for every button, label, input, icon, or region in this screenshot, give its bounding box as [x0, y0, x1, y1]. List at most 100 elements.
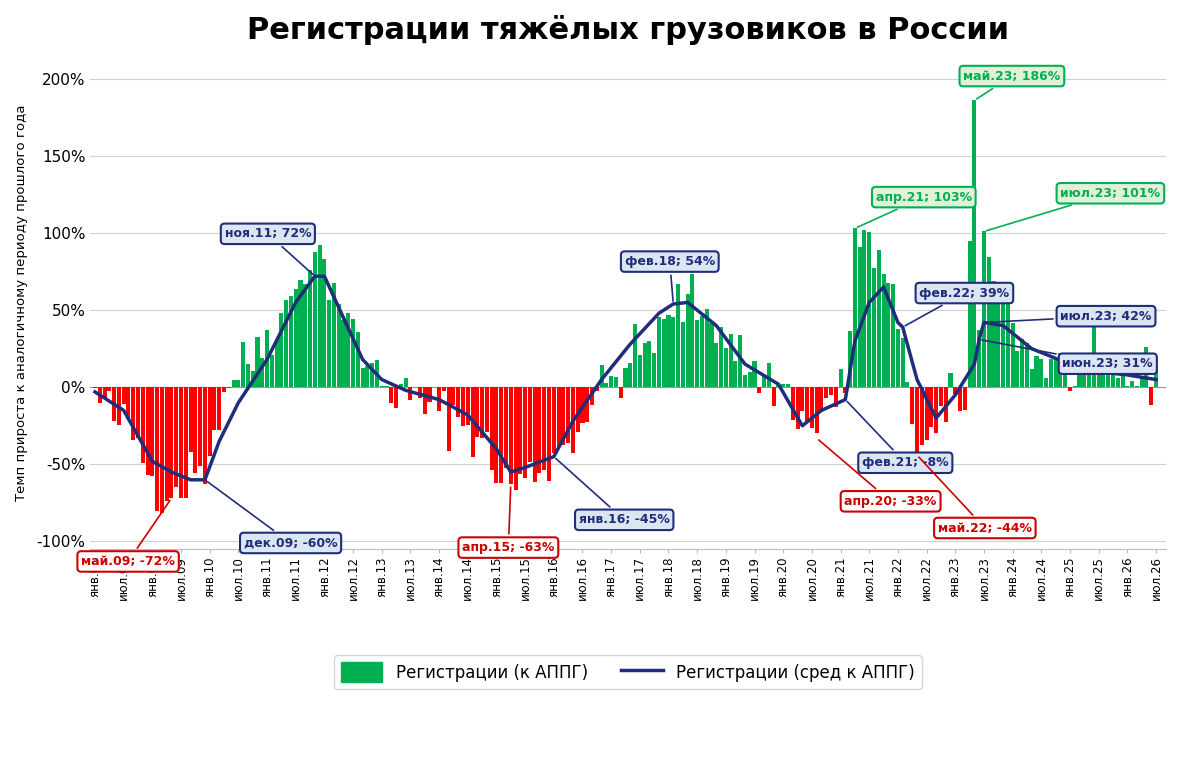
- Bar: [1006, 298, 1010, 387]
- Text: дек.09; -60%: дек.09; -60%: [208, 481, 337, 550]
- Bar: [853, 228, 857, 387]
- Bar: [719, 327, 724, 387]
- Bar: [232, 379, 235, 387]
- Text: май.22; -44%: май.22; -44%: [919, 457, 1032, 535]
- Bar: [704, 309, 709, 387]
- Bar: [586, 387, 589, 422]
- Bar: [977, 329, 982, 387]
- Bar: [112, 387, 116, 421]
- Bar: [1121, 364, 1124, 387]
- Bar: [145, 387, 150, 474]
- Bar: [872, 267, 876, 387]
- Bar: [475, 387, 479, 437]
- Bar: [776, 383, 780, 387]
- Bar: [1049, 359, 1052, 387]
- Bar: [590, 387, 594, 405]
- Bar: [184, 387, 188, 499]
- Bar: [781, 383, 785, 387]
- Bar: [509, 387, 512, 485]
- Bar: [299, 280, 302, 387]
- Text: фев.21; -8%: фев.21; -8%: [847, 401, 949, 470]
- Bar: [786, 384, 790, 387]
- Bar: [906, 382, 910, 387]
- Bar: [743, 375, 746, 387]
- Bar: [901, 338, 905, 387]
- Bar: [1020, 339, 1025, 387]
- Bar: [829, 387, 833, 395]
- Bar: [982, 231, 986, 387]
- Bar: [174, 387, 179, 488]
- Bar: [470, 387, 474, 457]
- Bar: [289, 296, 293, 387]
- Bar: [887, 283, 890, 387]
- Bar: [666, 314, 671, 387]
- Bar: [748, 372, 751, 387]
- Bar: [576, 387, 580, 432]
- Bar: [1106, 358, 1110, 387]
- Bar: [490, 387, 493, 470]
- Bar: [1044, 378, 1048, 387]
- Bar: [193, 387, 197, 473]
- Bar: [451, 387, 456, 405]
- Bar: [131, 387, 136, 440]
- Bar: [323, 259, 326, 387]
- Text: фев.22; 39%: фев.22; 39%: [905, 286, 1009, 326]
- Bar: [929, 387, 934, 427]
- Bar: [757, 387, 761, 393]
- Bar: [724, 348, 728, 387]
- Bar: [858, 246, 862, 387]
- Bar: [370, 363, 374, 387]
- Bar: [892, 284, 895, 387]
- Bar: [1126, 386, 1129, 387]
- Bar: [198, 387, 202, 466]
- Bar: [634, 324, 637, 387]
- Bar: [728, 335, 733, 387]
- Bar: [972, 100, 977, 387]
- Bar: [1039, 359, 1043, 387]
- Bar: [480, 387, 484, 438]
- Bar: [360, 368, 365, 387]
- Bar: [284, 300, 288, 387]
- Text: фев.18; 54%: фев.18; 54%: [625, 255, 715, 301]
- Bar: [738, 335, 743, 387]
- Text: апр.21; 103%: апр.21; 103%: [858, 191, 972, 227]
- Bar: [733, 361, 738, 387]
- Bar: [107, 387, 112, 391]
- Bar: [714, 343, 719, 387]
- Bar: [179, 387, 184, 498]
- Bar: [408, 387, 413, 400]
- Bar: [896, 329, 900, 387]
- Bar: [953, 387, 958, 394]
- Bar: [427, 387, 432, 401]
- Bar: [389, 387, 394, 403]
- Bar: [642, 343, 647, 387]
- Text: ноя.11; 72%: ноя.11; 72%: [224, 227, 313, 274]
- Bar: [637, 355, 642, 387]
- Bar: [624, 368, 628, 387]
- Bar: [164, 387, 169, 502]
- Bar: [121, 387, 126, 404]
- Bar: [494, 387, 498, 483]
- Bar: [680, 322, 685, 387]
- Bar: [991, 281, 996, 387]
- Bar: [1150, 387, 1153, 405]
- Bar: [499, 387, 503, 483]
- Bar: [418, 387, 422, 397]
- Bar: [208, 387, 211, 456]
- Bar: [762, 376, 766, 387]
- Bar: [1092, 321, 1096, 387]
- Bar: [571, 387, 575, 453]
- Bar: [203, 387, 206, 485]
- Text: апр.20; -33%: апр.20; -33%: [818, 440, 937, 508]
- Bar: [1116, 378, 1120, 387]
- Bar: [241, 343, 245, 387]
- Bar: [1054, 358, 1057, 387]
- Bar: [92, 387, 97, 388]
- Bar: [566, 387, 570, 442]
- Bar: [1001, 301, 1006, 387]
- Bar: [552, 387, 556, 452]
- Bar: [280, 313, 283, 387]
- Title: Регистрации тяжёлых грузовиков в России: Регистрации тяжёлых грузовиков в России: [247, 15, 1009, 45]
- Bar: [882, 274, 886, 387]
- Bar: [304, 285, 307, 387]
